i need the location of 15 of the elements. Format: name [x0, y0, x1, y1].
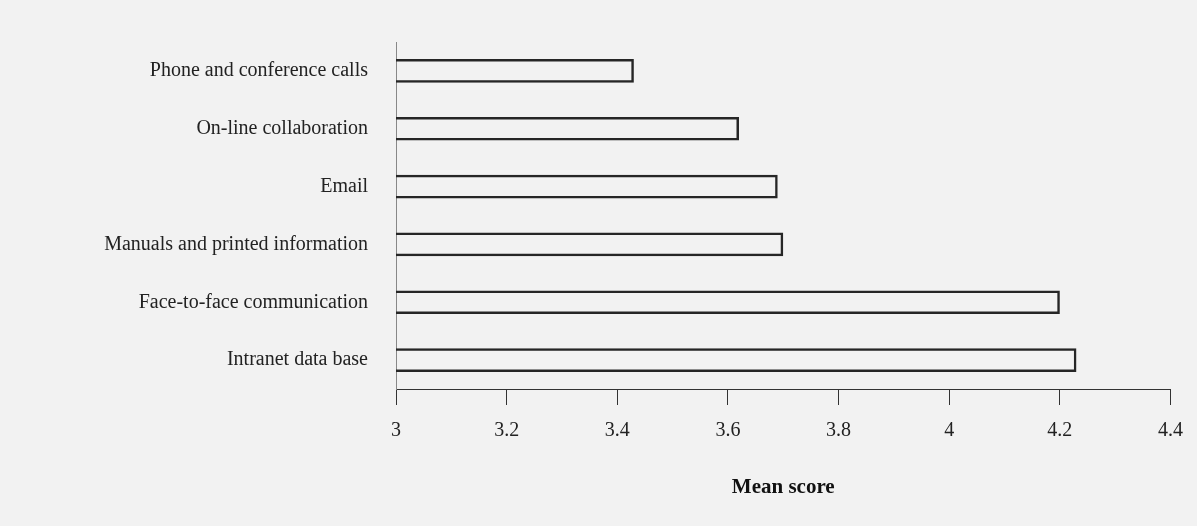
y-tick-label: Face-to-face communication	[138, 289, 368, 312]
x-tick-label: 3.2	[494, 418, 520, 441]
x-tick-label: 3.6	[715, 418, 741, 441]
x-axis-title: Mean score	[731, 473, 835, 498]
x-tick-label: 3.4	[604, 418, 630, 441]
y-tick-label: Phone and conference calls	[149, 58, 369, 81]
y-tick-label: Manuals and printed information	[104, 231, 368, 255]
x-tick-label: 4	[944, 418, 955, 441]
x-tick-label: 4.2	[1047, 418, 1073, 441]
y-tick-label: Intranet data base	[226, 347, 369, 370]
y-tick-label: On-line collaboration	[196, 116, 368, 138]
x-tick-label: 4.4	[1158, 418, 1183, 441]
x-tick-label: 3	[391, 418, 401, 441]
y-tick-label: Email	[320, 173, 369, 196]
x-tick-label: 3.8	[826, 418, 852, 441]
